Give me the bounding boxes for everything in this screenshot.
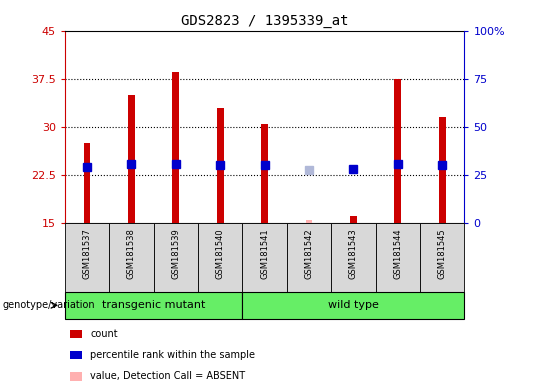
Bar: [109, 223, 153, 292]
Text: GSM181539: GSM181539: [171, 228, 180, 279]
Text: percentile rank within the sample: percentile rank within the sample: [90, 350, 255, 360]
Text: transgenic mutant: transgenic mutant: [102, 300, 205, 310]
Bar: [172, 72, 179, 223]
Bar: [287, 223, 331, 292]
Text: genotype/variation: genotype/variation: [3, 300, 96, 310]
Bar: [242, 223, 287, 292]
Text: count: count: [90, 329, 118, 339]
Bar: [394, 79, 401, 223]
Text: GSM181541: GSM181541: [260, 228, 269, 279]
Bar: [198, 223, 242, 292]
Bar: [242, 292, 464, 319]
Text: GSM181544: GSM181544: [393, 228, 402, 279]
Text: GSM181540: GSM181540: [215, 228, 225, 279]
Bar: [65, 292, 242, 319]
Bar: [153, 223, 198, 292]
Bar: [128, 95, 135, 223]
Bar: [420, 223, 464, 292]
Text: wild type: wild type: [328, 300, 379, 310]
Bar: [65, 223, 109, 292]
Bar: [350, 216, 357, 223]
Text: GSM181537: GSM181537: [83, 228, 91, 279]
Bar: [84, 143, 90, 223]
Bar: [261, 124, 268, 223]
Text: value, Detection Call = ABSENT: value, Detection Call = ABSENT: [90, 371, 245, 381]
Bar: [376, 223, 420, 292]
Text: GSM181542: GSM181542: [305, 228, 314, 279]
Text: GSM181545: GSM181545: [438, 228, 447, 279]
Title: GDS2823 / 1395339_at: GDS2823 / 1395339_at: [181, 14, 348, 28]
Bar: [331, 223, 376, 292]
Text: GSM181538: GSM181538: [127, 228, 136, 279]
Text: GSM181543: GSM181543: [349, 228, 358, 279]
Bar: [306, 220, 312, 223]
Bar: [439, 117, 446, 223]
Bar: [217, 108, 224, 223]
